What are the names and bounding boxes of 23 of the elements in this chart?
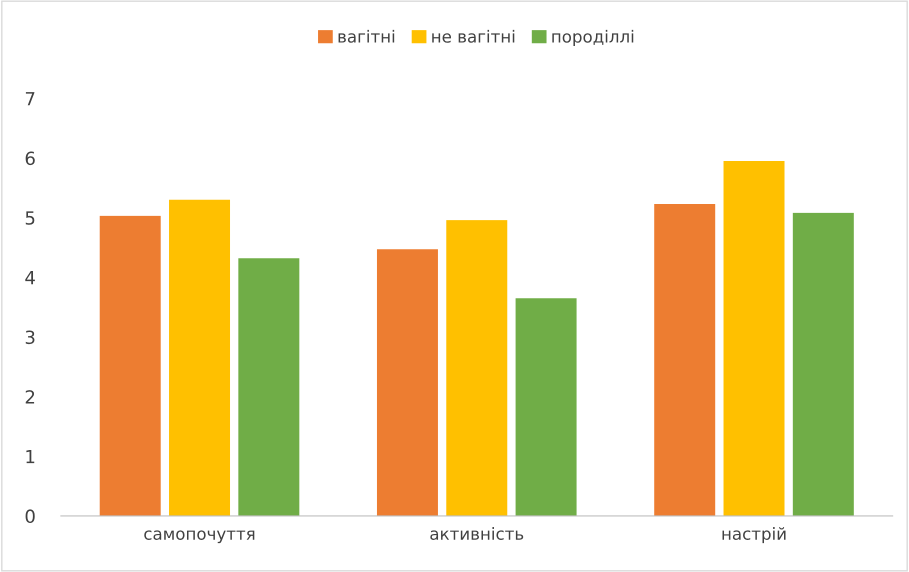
bar bbox=[238, 258, 300, 516]
bar bbox=[516, 298, 577, 516]
y-tick-label: 1 bbox=[26, 450, 34, 464]
legend-label: породіллі bbox=[552, 30, 634, 46]
y-tick-label: 5 bbox=[26, 211, 34, 225]
y-tick-label: 2 bbox=[26, 390, 34, 404]
bar bbox=[654, 204, 716, 516]
x-tick-label: настрій bbox=[722, 527, 786, 544]
bar bbox=[792, 212, 854, 516]
y-tick-label: 7 bbox=[26, 92, 34, 106]
y-tick-label: 3 bbox=[26, 330, 34, 344]
y-tick-label: 6 bbox=[26, 151, 35, 166]
y-tick-label: 4 bbox=[25, 271, 35, 284]
bar bbox=[446, 220, 508, 516]
bar bbox=[724, 161, 785, 516]
y-tick-label: 0 bbox=[26, 509, 35, 524]
x-tick-label: активність bbox=[430, 527, 524, 540]
bar bbox=[169, 200, 230, 516]
bar bbox=[376, 249, 438, 516]
bar bbox=[100, 216, 161, 516]
legend-label: вагітні bbox=[338, 30, 394, 43]
x-tick-label: самопочуття bbox=[144, 530, 254, 544]
legend-label: не вагітні bbox=[432, 30, 514, 43]
